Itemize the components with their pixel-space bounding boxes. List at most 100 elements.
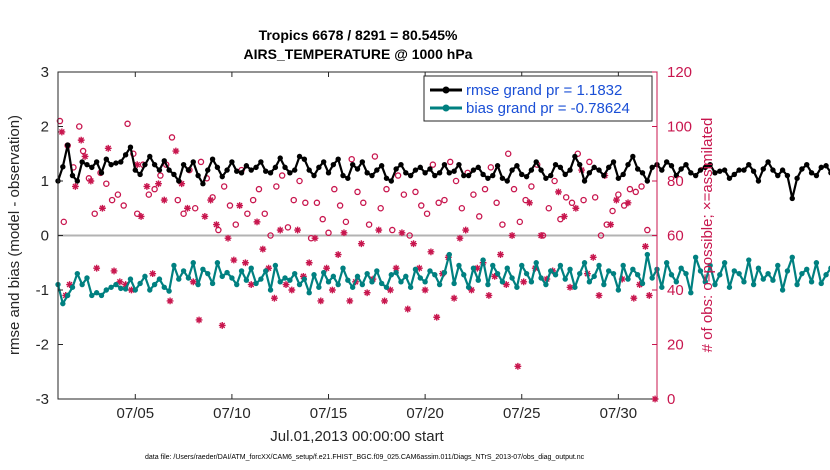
obs-assimilated-point <box>357 240 365 248</box>
bias-point <box>320 269 327 276</box>
y-right-tick-label: 0 <box>667 391 675 408</box>
x-tick-label: 07/20 <box>406 405 444 422</box>
obs-possible-point <box>551 177 558 185</box>
bias-point <box>702 279 709 285</box>
bias-point <box>615 287 622 293</box>
rmse-point <box>634 166 641 172</box>
bias-point <box>789 254 795 260</box>
bias-point <box>214 260 221 266</box>
rmse-point <box>659 167 665 173</box>
rmse-point <box>113 160 119 166</box>
obs-possible-point <box>108 196 116 204</box>
obs-assimilated-point <box>589 253 597 261</box>
obs-possible-point <box>220 183 228 190</box>
rmse-point <box>195 172 201 179</box>
obs-possible-point <box>458 204 466 212</box>
bias-point <box>258 276 264 282</box>
bias-point <box>663 260 670 266</box>
bias-point <box>475 277 481 283</box>
rmse-point <box>436 170 443 176</box>
rmse-point <box>427 166 433 172</box>
bias-point <box>804 266 810 272</box>
bias-point <box>446 251 452 258</box>
obs-assimilated-point <box>133 161 141 169</box>
rmse-point <box>789 195 795 202</box>
bias-point <box>760 276 766 282</box>
rmse-point <box>60 164 66 170</box>
bias-point <box>427 268 433 274</box>
bias-point <box>485 281 491 288</box>
rmse-point <box>335 156 341 162</box>
footer-data-file: data file: /Users/raeder/DAI/ATM_forcXX/… <box>145 454 585 461</box>
bias-point <box>823 272 829 278</box>
obs-assimilated-point <box>189 278 197 286</box>
bias-point <box>388 272 395 278</box>
bias-point <box>108 284 114 290</box>
bias-point <box>64 292 71 299</box>
rmse-point <box>746 161 752 168</box>
bias-point <box>533 260 539 266</box>
rmse-point <box>499 175 506 181</box>
rmse-point <box>630 153 636 160</box>
bias-point <box>634 272 641 278</box>
bias-point <box>451 280 457 287</box>
obs-possible-point <box>487 164 495 171</box>
bias-point <box>456 262 462 269</box>
bias-point <box>538 275 544 281</box>
bias-point <box>726 284 733 290</box>
bias-point <box>808 279 815 285</box>
bias-point <box>523 270 530 277</box>
rmse-point <box>200 181 206 187</box>
rmse-point <box>577 161 583 168</box>
rmse-point <box>490 172 496 179</box>
bias-point <box>103 287 110 293</box>
bias-point <box>69 284 76 290</box>
obs-assimilated-point <box>253 218 261 226</box>
rmse-point <box>731 171 737 178</box>
bias-point <box>746 257 752 263</box>
obs-possible-point <box>545 204 553 212</box>
x-tick-label: 07/05 <box>117 405 155 422</box>
y-tick-label: 0 <box>41 228 49 245</box>
bias-point <box>436 281 443 288</box>
obs-possible-point <box>60 218 68 226</box>
rmse-point <box>398 161 404 168</box>
rmse-point <box>552 161 559 168</box>
bias-point <box>74 270 81 277</box>
obs-possible-point <box>360 199 367 207</box>
rmse-point <box>784 172 791 179</box>
bias-point <box>151 281 158 288</box>
bias-point <box>470 265 477 271</box>
obs-assimilated-point <box>271 294 278 302</box>
obs-possible-point <box>528 183 535 190</box>
obs-assimilated-point <box>642 243 649 250</box>
rmse-point <box>147 153 153 160</box>
bias-point <box>779 287 786 293</box>
rmse-point <box>263 168 269 174</box>
obs-possible-point <box>423 210 431 217</box>
y-tick-label: 3 <box>41 64 49 81</box>
obs-assimilated-point <box>305 259 313 267</box>
obs-possible-point <box>197 158 205 166</box>
rmse-point <box>345 175 351 181</box>
obs-possible-point <box>168 134 176 141</box>
obs-possible-point <box>319 215 326 223</box>
bias-point <box>668 272 675 278</box>
rmse-point <box>209 156 216 162</box>
obs-assimilated-point <box>508 232 516 239</box>
y-tick-label: -2 <box>36 337 49 354</box>
obs-possible-point <box>174 196 182 204</box>
rmse-point <box>64 142 71 148</box>
obs-assimilated-point <box>404 305 412 313</box>
rmse-point <box>248 167 254 173</box>
obs-possible-point <box>522 196 529 204</box>
rmse-point <box>74 178 81 184</box>
obs-assimilated-point <box>462 226 470 234</box>
obs-assimilated-point <box>386 286 394 294</box>
obs-possible-point <box>568 199 576 207</box>
bias-point <box>369 279 375 285</box>
bias-point <box>98 292 105 299</box>
obs-possible-point <box>255 185 263 193</box>
bias-point <box>465 284 472 290</box>
obs-possible-point <box>284 224 292 231</box>
